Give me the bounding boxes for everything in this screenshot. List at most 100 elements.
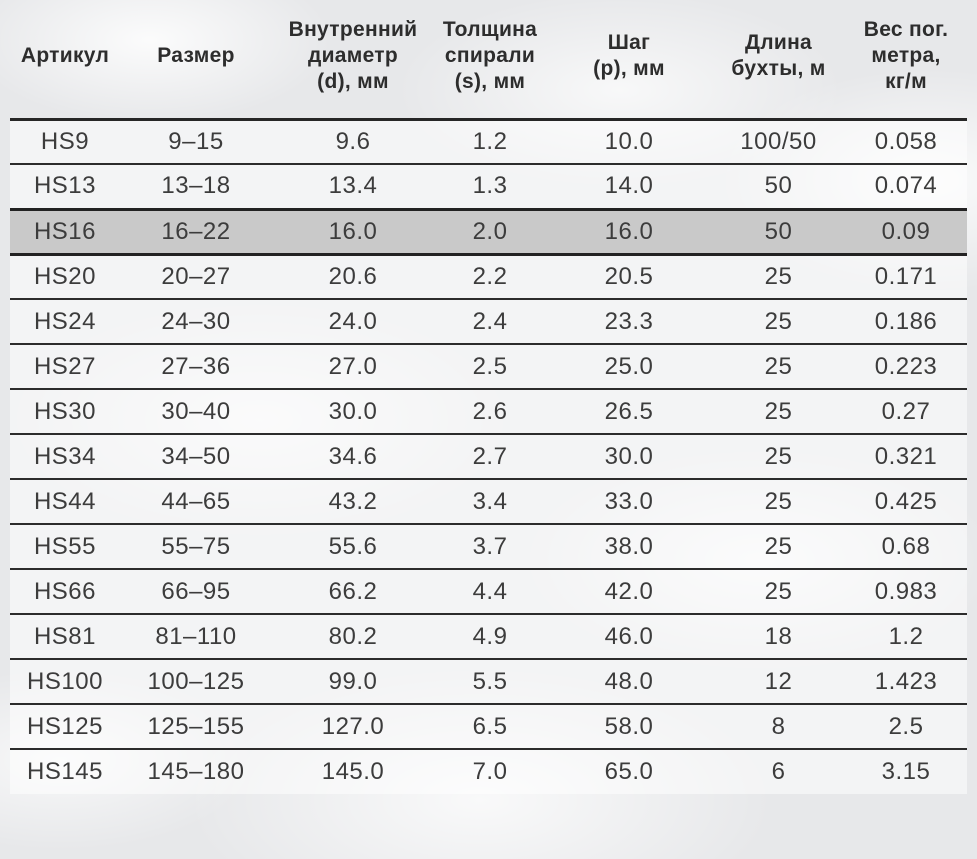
table-cell: 0.27 xyxy=(845,388,967,434)
table-cell: 0.321 xyxy=(845,433,967,479)
table-cell: 24–30 xyxy=(120,298,272,344)
table-cell: HS81 xyxy=(10,613,120,659)
table-row: HS66 66–95 66.2 4.4 42.0 25 0.983 xyxy=(10,568,967,614)
column-header-article: Артикул xyxy=(10,0,120,121)
table-cell: 46.0 xyxy=(546,613,712,659)
table-cell: HS55 xyxy=(10,523,120,569)
table-row: HS20 20–27 20.6 2.2 20.5 25 0.171 xyxy=(10,252,967,299)
table-cell: 38.0 xyxy=(546,523,712,569)
table-cell: 25 xyxy=(712,523,845,569)
table-cell: 2.4 xyxy=(434,298,546,344)
table-cell: 1.2 xyxy=(434,119,546,164)
column-header-spiral-thickness: Толщина спирали (s), мм xyxy=(434,0,546,121)
table-cell: 0.186 xyxy=(845,298,967,344)
table-cell: 0.09 xyxy=(845,207,967,254)
table-cell: 2.0 xyxy=(434,207,546,254)
table-cell: 3.15 xyxy=(845,748,967,794)
table-cell: 55.6 xyxy=(272,523,434,569)
table-cell: 2.6 xyxy=(434,388,546,434)
table-cell: 1.3 xyxy=(434,163,546,209)
table-cell: 43.2 xyxy=(272,478,434,524)
table-cell: 25 xyxy=(712,252,845,299)
table-cell: 30.0 xyxy=(546,433,712,479)
table-cell: 14.0 xyxy=(546,163,712,209)
table-cell: 30–40 xyxy=(120,388,272,434)
table-cell: 13–18 xyxy=(120,163,272,209)
table-cell: 34–50 xyxy=(120,433,272,479)
hose-spec-table: Артикул Размер Внутренний диаметр (d), м… xyxy=(10,0,967,794)
table-cell: 1.2 xyxy=(845,613,967,659)
table-cell: 5.5 xyxy=(434,658,546,704)
table-cell: 25 xyxy=(712,388,845,434)
table-cell: 25 xyxy=(712,298,845,344)
table-cell: 127.0 xyxy=(272,703,434,749)
table-cell: 25 xyxy=(712,568,845,614)
table-cell: 3.7 xyxy=(434,523,546,569)
table-cell: 100–125 xyxy=(120,658,272,704)
table-cell: 0.68 xyxy=(845,523,967,569)
table-cell: 9–15 xyxy=(120,119,272,164)
table-cell: 0.074 xyxy=(845,163,967,209)
table-row: HS125 125–155 127.0 6.5 58.0 8 2.5 xyxy=(10,703,967,749)
table-cell: 25 xyxy=(712,433,845,479)
table-row: HS24 24–30 24.0 2.4 23.3 25 0.186 xyxy=(10,298,967,344)
table-cell: 2.5 xyxy=(845,703,967,749)
table-cell: HS100 xyxy=(10,658,120,704)
table-cell: 65.0 xyxy=(546,748,712,794)
table-row: HS27 27–36 27.0 2.5 25.0 25 0.223 xyxy=(10,343,967,389)
table-cell: 100/50 xyxy=(712,119,845,164)
table-cell: 7.0 xyxy=(434,748,546,794)
table-cell: 18 xyxy=(712,613,845,659)
table-cell: 0.058 xyxy=(845,119,967,164)
table-cell: HS24 xyxy=(10,298,120,344)
table-row: HS16 16–22 16.0 2.0 16.0 50 0.09 xyxy=(10,207,967,254)
table-cell: HS20 xyxy=(10,252,120,299)
table-cell: 34.6 xyxy=(272,433,434,479)
table-cell: 81–110 xyxy=(120,613,272,659)
column-header-weight-per-meter: Вес пог. метра, кг/м xyxy=(845,0,967,121)
table-cell: 125–155 xyxy=(120,703,272,749)
table-cell: 23.3 xyxy=(546,298,712,344)
table-cell: 145.0 xyxy=(272,748,434,794)
table-cell: 50 xyxy=(712,207,845,254)
table-row: HS55 55–75 55.6 3.7 38.0 25 0.68 xyxy=(10,523,967,569)
table-cell: 2.5 xyxy=(434,343,546,389)
table-cell: HS66 xyxy=(10,568,120,614)
table-cell: 25 xyxy=(712,343,845,389)
table-header: Артикул Размер Внутренний диаметр (d), м… xyxy=(10,0,967,121)
table-row: HS44 44–65 43.2 3.4 33.0 25 0.425 xyxy=(10,478,967,524)
table-cell: 80.2 xyxy=(272,613,434,659)
column-header-size: Размер xyxy=(120,0,272,121)
table-cell: 0.983 xyxy=(845,568,967,614)
table-row: HS145 145–180 145.0 7.0 65.0 6 3.15 xyxy=(10,748,967,794)
table-cell: HS145 xyxy=(10,748,120,794)
table-cell: 9.6 xyxy=(272,119,434,164)
table-cell: 0.425 xyxy=(845,478,967,524)
table-cell: 24.0 xyxy=(272,298,434,344)
table-cell: 55–75 xyxy=(120,523,272,569)
table-cell: 13.4 xyxy=(272,163,434,209)
table-cell: HS9 xyxy=(10,119,120,164)
table-cell: HS13 xyxy=(10,163,120,209)
table-cell: 26.5 xyxy=(546,388,712,434)
table-cell: 145–180 xyxy=(120,748,272,794)
table-cell: 8 xyxy=(712,703,845,749)
table-cell: 4.9 xyxy=(434,613,546,659)
table-cell: 16–22 xyxy=(120,207,272,254)
table-cell: 66–95 xyxy=(120,568,272,614)
table-row: HS30 30–40 30.0 2.6 26.5 25 0.27 xyxy=(10,388,967,434)
header-row: Артикул Размер Внутренний диаметр (d), м… xyxy=(10,0,967,121)
table-cell: 6 xyxy=(712,748,845,794)
table-row: HS100 100–125 99.0 5.5 48.0 12 1.423 xyxy=(10,658,967,704)
table-cell: 20.6 xyxy=(272,252,434,299)
table-cell: 4.4 xyxy=(434,568,546,614)
table-cell: 58.0 xyxy=(546,703,712,749)
table-cell: 25.0 xyxy=(546,343,712,389)
table-cell: 10.0 xyxy=(546,119,712,164)
table-cell: 20.5 xyxy=(546,252,712,299)
column-header-pitch: Шаг (p), мм xyxy=(546,0,712,121)
table-cell: 20–27 xyxy=(120,252,272,299)
table-cell: 42.0 xyxy=(546,568,712,614)
table-row: HS34 34–50 34.6 2.7 30.0 25 0.321 xyxy=(10,433,967,479)
column-header-inner-diameter: Внутренний диаметр (d), мм xyxy=(272,0,434,121)
